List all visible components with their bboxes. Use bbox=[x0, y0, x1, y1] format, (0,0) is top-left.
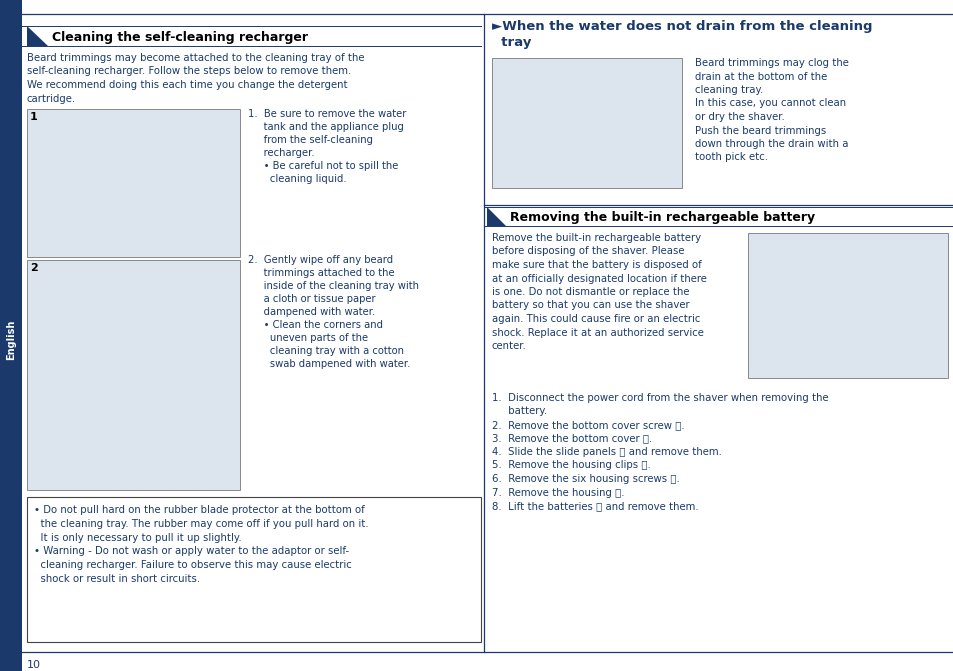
Text: In this case, you cannot clean: In this case, you cannot clean bbox=[695, 99, 845, 109]
Text: is one. Do not dismantle or replace the: is one. Do not dismantle or replace the bbox=[492, 287, 689, 297]
Text: 6.  Remove the six housing screws ⓔ.: 6. Remove the six housing screws ⓔ. bbox=[492, 474, 679, 484]
Text: 8.  Lift the batteries ⓖ and remove them.: 8. Lift the batteries ⓖ and remove them. bbox=[492, 501, 698, 511]
Polygon shape bbox=[486, 207, 505, 226]
Text: battery.: battery. bbox=[492, 407, 547, 417]
Text: Remove the built-in rechargeable battery: Remove the built-in rechargeable battery bbox=[492, 233, 700, 243]
Bar bbox=[747, 233, 947, 378]
Text: 1.  Disconnect the power cord from the shaver when removing the: 1. Disconnect the power cord from the sh… bbox=[492, 393, 828, 403]
Text: again. This could cause fire or an electric: again. This could cause fire or an elect… bbox=[492, 314, 700, 324]
Text: • Clean the corners and: • Clean the corners and bbox=[248, 320, 382, 330]
Text: 2.  Gently wipe off any beard: 2. Gently wipe off any beard bbox=[248, 255, 393, 265]
Text: make sure that the battery is disposed of: make sure that the battery is disposed o… bbox=[492, 260, 701, 270]
Text: recharger.: recharger. bbox=[248, 148, 314, 158]
Text: • Do not pull hard on the rubber blade protector at the bottom of: • Do not pull hard on the rubber blade p… bbox=[34, 505, 364, 515]
Text: It is only necessary to pull it up slightly.: It is only necessary to pull it up sligh… bbox=[34, 533, 241, 543]
Text: from the self-cleaning: from the self-cleaning bbox=[248, 135, 373, 145]
Text: 10: 10 bbox=[27, 660, 41, 670]
Polygon shape bbox=[27, 26, 48, 46]
Bar bbox=[0, 0, 22, 671]
Text: self-cleaning recharger. Follow the steps below to remove them.: self-cleaning recharger. Follow the step… bbox=[27, 66, 351, 76]
Text: cleaning tray.: cleaning tray. bbox=[695, 85, 762, 95]
Text: shock or result in short circuits.: shock or result in short circuits. bbox=[34, 574, 200, 584]
Text: before disposing of the shaver. Please: before disposing of the shaver. Please bbox=[492, 246, 684, 256]
Text: or dry the shaver.: or dry the shaver. bbox=[695, 112, 784, 122]
Text: • Be careful not to spill the: • Be careful not to spill the bbox=[248, 161, 398, 171]
Bar bbox=[27, 260, 240, 490]
Text: cartridge.: cartridge. bbox=[27, 93, 76, 103]
Text: • Warning - Do not wash or apply water to the adaptor or self-: • Warning - Do not wash or apply water t… bbox=[34, 546, 349, 556]
Bar bbox=[27, 109, 240, 257]
Text: at an officially designated location if there: at an officially designated location if … bbox=[492, 274, 706, 284]
Text: inside of the cleaning tray with: inside of the cleaning tray with bbox=[248, 281, 418, 291]
Text: the cleaning tray. The rubber may come off if you pull hard on it.: the cleaning tray. The rubber may come o… bbox=[34, 519, 368, 529]
Text: cleaning recharger. Failure to observe this may cause electric: cleaning recharger. Failure to observe t… bbox=[34, 560, 352, 570]
Text: down through the drain with a: down through the drain with a bbox=[695, 139, 847, 149]
Text: Removing the built-in rechargeable battery: Removing the built-in rechargeable batte… bbox=[510, 211, 814, 225]
Text: swab dampened with water.: swab dampened with water. bbox=[248, 359, 410, 369]
Text: 5.  Remove the housing clips ⓓ.: 5. Remove the housing clips ⓓ. bbox=[492, 460, 650, 470]
Text: cleaning tray with a cotton: cleaning tray with a cotton bbox=[248, 346, 403, 356]
Bar bbox=[492, 58, 681, 188]
Text: uneven parts of the: uneven parts of the bbox=[248, 333, 368, 343]
Text: shock. Replace it at an authorized service: shock. Replace it at an authorized servi… bbox=[492, 327, 703, 338]
Text: We recommend doing this each time you change the detergent: We recommend doing this each time you ch… bbox=[27, 80, 347, 90]
Bar bbox=[27, 497, 480, 642]
Text: Push the beard trimmings: Push the beard trimmings bbox=[695, 125, 825, 136]
Text: 7.  Remove the housing ⓕ.: 7. Remove the housing ⓕ. bbox=[492, 488, 624, 497]
Text: ►When the water does not drain from the cleaning: ►When the water does not drain from the … bbox=[492, 20, 872, 33]
Text: tank and the appliance plug: tank and the appliance plug bbox=[248, 122, 403, 132]
Text: cleaning liquid.: cleaning liquid. bbox=[248, 174, 346, 184]
Text: Beard trimmings may become attached to the cleaning tray of the: Beard trimmings may become attached to t… bbox=[27, 53, 364, 63]
Text: center.: center. bbox=[492, 341, 526, 351]
Text: 3.  Remove the bottom cover ⓑ.: 3. Remove the bottom cover ⓑ. bbox=[492, 433, 652, 444]
Text: 4.  Slide the slide panels ⓒ and remove them.: 4. Slide the slide panels ⓒ and remove t… bbox=[492, 447, 721, 457]
Text: a cloth or tissue paper: a cloth or tissue paper bbox=[248, 294, 375, 304]
Text: Beard trimmings may clog the: Beard trimmings may clog the bbox=[695, 58, 848, 68]
Text: tooth pick etc.: tooth pick etc. bbox=[695, 152, 767, 162]
Text: trimmings attached to the: trimmings attached to the bbox=[248, 268, 395, 278]
Text: 1: 1 bbox=[30, 112, 38, 122]
Text: dampened with water.: dampened with water. bbox=[248, 307, 375, 317]
Text: 2.  Remove the bottom cover screw ⓐ.: 2. Remove the bottom cover screw ⓐ. bbox=[492, 420, 684, 430]
Text: drain at the bottom of the: drain at the bottom of the bbox=[695, 72, 826, 81]
Text: English: English bbox=[6, 320, 16, 360]
Text: 2: 2 bbox=[30, 263, 38, 273]
Text: battery so that you can use the shaver: battery so that you can use the shaver bbox=[492, 301, 689, 311]
Text: 1.  Be sure to remove the water: 1. Be sure to remove the water bbox=[248, 109, 406, 119]
Text: Cleaning the self-cleaning recharger: Cleaning the self-cleaning recharger bbox=[52, 32, 308, 44]
Text: tray: tray bbox=[492, 36, 531, 49]
